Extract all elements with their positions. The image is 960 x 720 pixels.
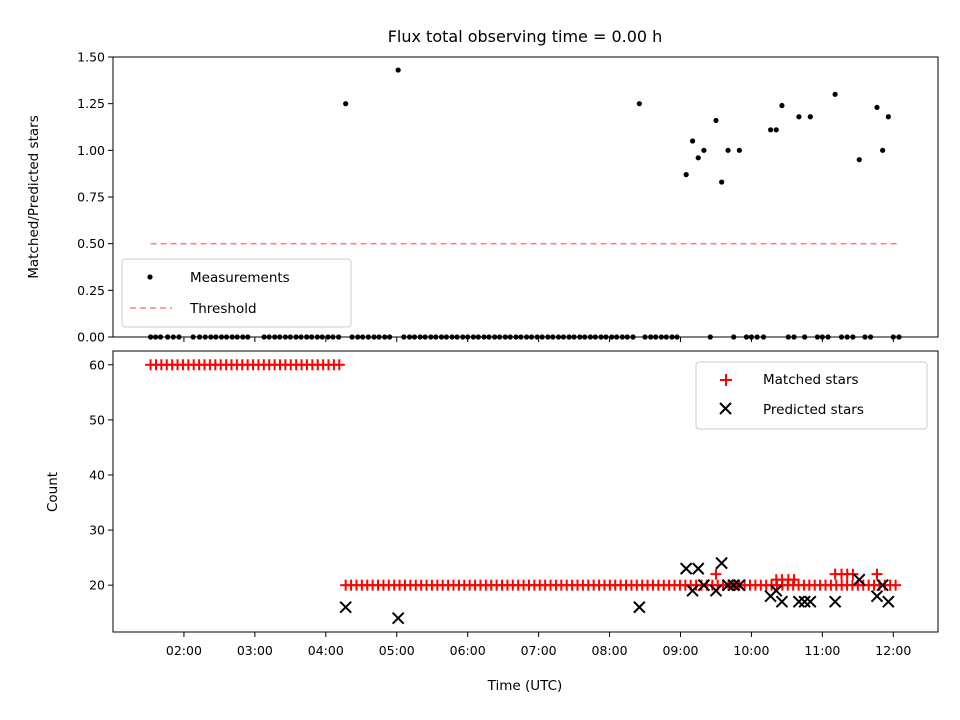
bottom-y-axis-label: Count — [45, 472, 61, 512]
bottom-legend-box — [695, 361, 928, 430]
legend-matched-marker — [720, 374, 732, 386]
measurement-point — [832, 91, 838, 97]
measurement-point — [773, 127, 779, 133]
predicted-star-point — [633, 600, 646, 614]
legend-predicted-marker — [719, 402, 732, 415]
bottom-x-tick-label: 04:00 — [308, 643, 344, 658]
measurement-point — [796, 114, 802, 120]
matched-star-point — [890, 579, 902, 591]
top-legend-box — [121, 258, 352, 328]
measurement-point — [725, 147, 731, 153]
matched-star-point — [871, 568, 883, 580]
top-y-tick-label: 1.00 — [77, 143, 105, 158]
predicted-star-point — [870, 589, 884, 603]
bottom-x-tick-label: 02:00 — [166, 643, 202, 658]
predicted-star-point — [727, 578, 740, 592]
predicted-star-point — [804, 595, 817, 608]
matched-star-point — [847, 568, 859, 580]
matched-star-point — [788, 574, 800, 586]
bottom-x-tick-label: 11:00 — [804, 643, 840, 658]
matched-stars-points — [145, 359, 902, 591]
predicted-star-point — [391, 612, 405, 625]
bottom-axes-frame — [112, 350, 939, 633]
measurement-point — [719, 179, 725, 185]
measurement-point — [885, 114, 891, 120]
bottom-y-tick-label: 40 — [89, 467, 105, 482]
measurement-point — [683, 172, 689, 178]
predicted-star-point — [697, 578, 711, 592]
top-y-ticks: 0.00 0.25 0.50 0.75 1.00 1.25 1.50 — [77, 50, 113, 345]
legend-measurements-marker — [147, 274, 153, 280]
legend-matched-label: Matched stars — [763, 372, 859, 388]
predicted-star-point — [692, 562, 705, 575]
measurement-point — [395, 67, 401, 73]
predicted-star-point — [709, 584, 723, 597]
measurement-point — [343, 101, 349, 107]
legend-measurements-label: Measurements — [190, 270, 290, 286]
predicted-star-point — [679, 562, 693, 575]
predicted-star-point — [792, 595, 806, 608]
measurement-point — [701, 147, 707, 153]
bottom-panel: 20 30 40 50 60 02:00 03:00 04:00 05:00 06:00 07:0… — [45, 350, 939, 694]
measurement-point — [713, 117, 719, 124]
bottom-y-tick-label: 60 — [89, 357, 105, 372]
predicted-star-point — [876, 578, 889, 592]
matched-star-point — [710, 568, 722, 580]
legend-threshold-label: Threshold — [189, 301, 257, 317]
measurement-point — [689, 138, 696, 144]
bottom-x-ticks: 02:00 03:00 04:00 05:00 06:00 07:00 08:00 09:00… — [166, 632, 911, 658]
bottom-y-tick-label: 20 — [89, 578, 105, 593]
predicted-star-point — [798, 595, 811, 608]
predicted-star-point — [733, 578, 746, 592]
measurement-point — [736, 147, 742, 153]
top-y-tick-label: 0.50 — [77, 236, 105, 251]
bottom-y-tick-label: 30 — [89, 523, 105, 538]
x-axis-label: Time (UTC) — [487, 678, 563, 694]
top-y-axis-label: Matched/Predicted stars — [26, 115, 42, 278]
top-y-tick-label: 0.75 — [77, 190, 105, 205]
predicted-stars-points — [339, 556, 895, 625]
predicted-star-point — [775, 595, 789, 608]
top-y-tick-label: 1.25 — [77, 96, 105, 111]
measurement-point — [767, 127, 774, 133]
bottom-x-tick-label: 08:00 — [592, 643, 628, 658]
predicted-star-point — [853, 573, 866, 586]
top-panel: Flux total observing time = 0.00 h 0.000… — [26, 27, 939, 345]
measurement-point — [695, 155, 701, 161]
predicted-star-point — [339, 600, 352, 614]
measurement-point — [856, 157, 862, 163]
measurement-point — [874, 104, 880, 110]
bottom-y-ticks: 20 30 40 50 60 — [89, 357, 113, 593]
bottom-x-tick-label: 06:00 — [450, 643, 486, 658]
measurement-point — [807, 114, 813, 120]
bottom-y-tick-label: 50 — [89, 412, 105, 427]
bottom-x-tick-label: 10:00 — [733, 643, 769, 658]
predicted-star-point — [882, 595, 895, 608]
measurement-point — [880, 147, 886, 153]
top-legend: Measurements Threshold — [121, 258, 352, 328]
predicted-star-point — [715, 556, 728, 570]
bottom-x-tick-label: 03:00 — [237, 643, 273, 658]
top-y-tick-label: 0.00 — [77, 330, 105, 345]
predicted-star-point — [686, 584, 699, 597]
bottom-x-tick-label: 05:00 — [379, 643, 415, 658]
top-y-tick-label: 1.50 — [77, 50, 105, 65]
predicted-star-point — [721, 578, 735, 592]
bottom-x-tick-label: 07:00 — [521, 643, 557, 658]
bottom-x-tick-label: 12:00 — [875, 643, 911, 658]
measurement-point — [636, 101, 642, 107]
bottom-x-tick-label: 09:00 — [662, 643, 698, 658]
matched-star-point — [333, 359, 345, 371]
legend-predicted-label: Predicted stars — [763, 402, 864, 418]
predicted-star-point — [770, 584, 783, 597]
chart-title: Flux total observing time = 0.00 h — [388, 27, 663, 46]
predicted-star-point — [828, 595, 842, 608]
measurement-point — [779, 102, 785, 109]
top-y-tick-label: 0.25 — [77, 283, 105, 298]
bottom-legend: Matched stars Predicted stars — [695, 361, 928, 430]
top-axes-frame — [112, 56, 939, 338]
